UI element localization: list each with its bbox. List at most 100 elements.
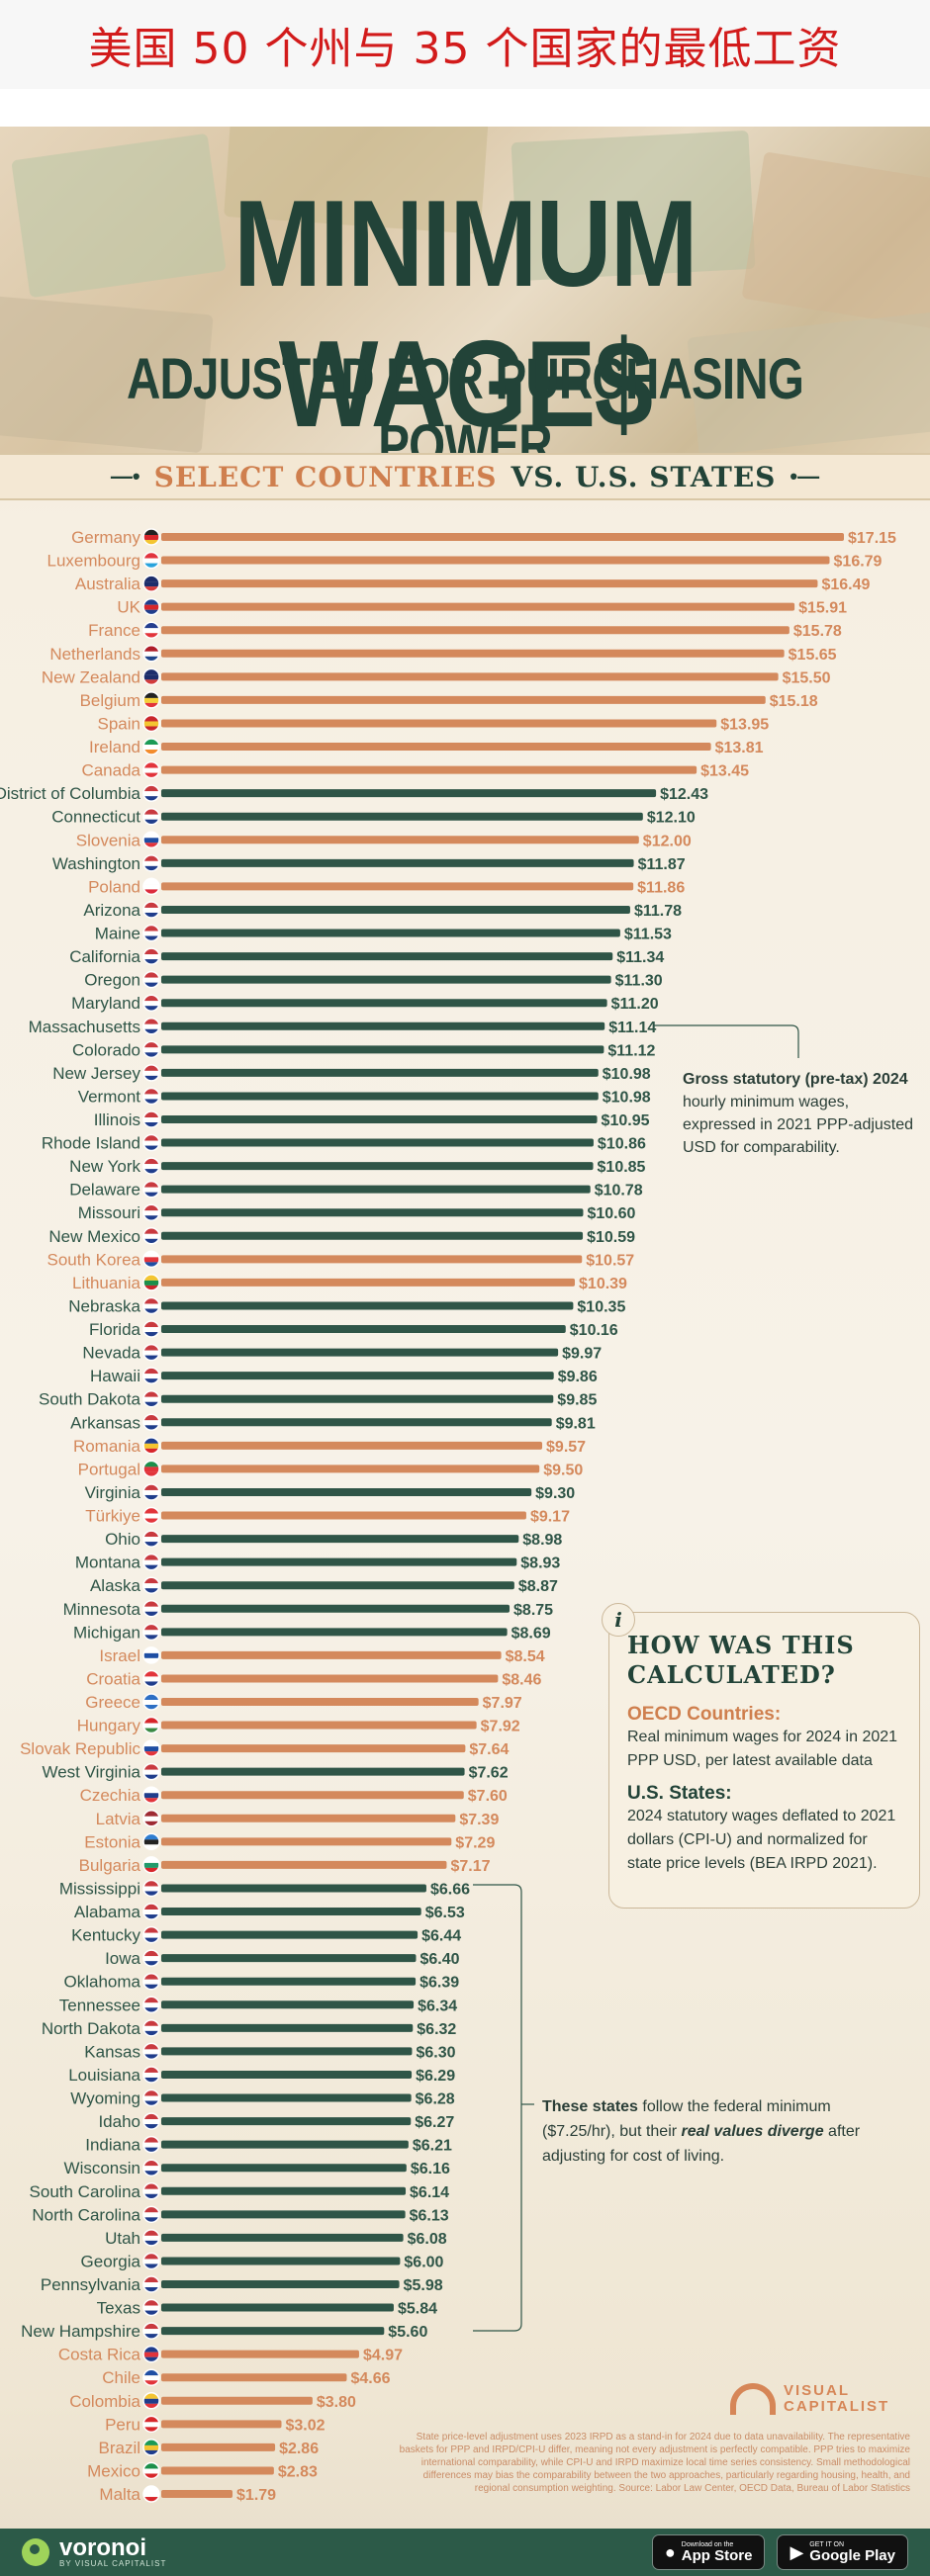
section-title-countries: SELECT COUNTRIES <box>153 460 498 493</box>
flag-icon-canada <box>142 760 160 779</box>
flag-icon-slovak-republic <box>142 1739 160 1757</box>
bar-district-of-columbia <box>161 789 657 798</box>
category-label-virginia: Virginia <box>85 1483 141 1502</box>
category-label-costa-rica: Costa Rica <box>58 2346 141 2364</box>
category-label-arkansas: Arkansas <box>70 1413 140 1432</box>
bar-row-alabama: Alabama $6.53 <box>74 1903 465 1921</box>
bar-illinois <box>161 1115 598 1123</box>
methodology-box: i HOW WAS THIS CALCULATED? OECD Countrie… <box>602 1603 920 1909</box>
category-label-t-rkiye: Türkiye <box>85 1507 140 1526</box>
bar-nebraska <box>161 1301 574 1310</box>
category-label-maryland: Maryland <box>71 994 140 1013</box>
bar-row-malta: Malta $1.79 <box>99 2485 276 2504</box>
category-label-north-dakota: North Dakota <box>42 2019 141 2038</box>
bar-row-lithuania: Lithuania $10.39 <box>72 1274 627 1292</box>
flag-icon-oklahoma <box>142 1972 160 1991</box>
flag-icon-costa-rica <box>142 2345 160 2363</box>
flag-icon-slovenia <box>142 831 160 849</box>
value-label-north-carolina: $6.13 <box>410 2207 449 2224</box>
bar-row-arizona: Arizona $11.78 <box>83 901 682 920</box>
category-label-new-mexico: New Mexico <box>48 1227 140 1246</box>
bar-row-north-carolina: North Carolina $6.13 <box>32 2205 448 2224</box>
flag-icon-florida <box>142 1320 160 1338</box>
voronoi-byline: BY VISUAL CAPITALIST <box>59 2558 167 2568</box>
bar-row-spain: Spain $13.95 <box>98 714 770 733</box>
category-label-south-dakota: South Dakota <box>39 1390 141 1409</box>
category-label-tennessee: Tennessee <box>59 1996 140 2014</box>
category-label-peru: Peru <box>105 2415 140 2434</box>
google-play-small-label: GET IT ON <box>809 2540 845 2548</box>
annotation-federal-bold: These states <box>542 2098 638 2115</box>
bar-peru <box>161 2420 282 2429</box>
bar-south-dakota <box>161 1394 554 1403</box>
value-label-t-rkiye: $9.17 <box>530 1509 570 1526</box>
bar-mexico <box>161 2466 274 2475</box>
bar-new-york <box>161 1162 594 1171</box>
bar-row-north-dakota: North Dakota $6.32 <box>42 2019 457 2038</box>
bar-row-south-carolina: South Carolina $6.14 <box>30 2182 450 2201</box>
category-label-north-carolina: North Carolina <box>32 2205 140 2224</box>
bar-row-wyoming: Wyoming $6.28 <box>70 2089 455 2108</box>
bar-belgium <box>161 695 766 704</box>
bar-t-rkiye <box>161 1511 526 1520</box>
value-label-tennessee: $6.34 <box>418 1998 457 2014</box>
app-store-label: App Store <box>681 2546 753 2564</box>
bar-row-rhode-island: Rhode Island $10.86 <box>42 1134 646 1153</box>
dash-right-decoration: •— <box>790 464 820 489</box>
bar-maine <box>161 929 620 937</box>
methodology-title: HOW WAS THIS CALCULATED? <box>627 1631 855 1689</box>
category-label-slovak-republic: Slovak Republic <box>20 1739 140 1758</box>
bar-arizona <box>161 905 630 914</box>
category-label-kentucky: Kentucky <box>71 1926 140 1945</box>
value-label-nevada: $9.97 <box>562 1346 602 1363</box>
category-label-croatia: Croatia <box>86 1669 140 1688</box>
category-label-netherlands: Netherlands <box>49 645 140 664</box>
value-label-netherlands: $15.65 <box>789 647 837 664</box>
value-label-czechia: $7.60 <box>468 1788 508 1805</box>
header-bar: 美国 50 个州与 35 个国家的最低工资 <box>0 0 930 89</box>
bar-row-vermont: Vermont $10.98 <box>78 1087 651 1106</box>
bar-kansas <box>161 2047 413 2056</box>
category-label-utah: Utah <box>105 2229 140 2248</box>
category-label-rhode-island: Rhode Island <box>42 1134 140 1153</box>
bar-row-florida: Florida $10.16 <box>89 1320 618 1339</box>
value-label-colorado: $11.12 <box>607 1042 655 1059</box>
bar-row-latvia: Latvia $7.39 <box>96 1810 500 1828</box>
flag-icon-west-virginia <box>142 1762 160 1781</box>
value-label-delaware: $10.78 <box>595 1183 643 1199</box>
play-icon: ▶ <box>790 2541 804 2562</box>
category-label-hawaii: Hawaii <box>90 1367 140 1385</box>
value-label-poland: $11.86 <box>637 879 685 896</box>
value-label-michigan: $8.69 <box>512 1625 551 1642</box>
voronoi-logo[interactable]: voronoi BY VISUAL CAPITALIST <box>22 2535 167 2568</box>
bar-row-netherlands: Netherlands $15.65 <box>49 645 836 664</box>
visual-capitalist-logo: VISUAL CAPITALIST <box>730 2383 889 2415</box>
value-label-chile: $4.66 <box>350 2370 390 2387</box>
bar-north-dakota <box>161 2023 414 2032</box>
category-label-missouri: Missouri <box>78 1203 140 1222</box>
bar-row-south-korea: South Korea $10.57 <box>46 1250 634 1269</box>
flag-icon-colombia <box>142 2392 160 2410</box>
bar-row-ireland: Ireland $13.81 <box>89 738 764 756</box>
app-store-button[interactable]: ● Download on the App Store <box>651 2534 766 2570</box>
flag-icon-latvia <box>142 1810 160 1827</box>
flag-icon-maryland <box>142 994 160 1012</box>
flag-icon-germany <box>142 528 160 546</box>
google-play-button[interactable]: ▶ GET IT ON Google Play <box>777 2534 908 2570</box>
category-label-romania: Romania <box>73 1437 141 1456</box>
bar-row-hawaii: Hawaii $9.86 <box>90 1367 598 1385</box>
annotation-federal-emphasis: real values diverge <box>681 2123 824 2140</box>
flag-icon-washington <box>142 854 160 872</box>
value-label-illinois: $10.95 <box>602 1112 650 1129</box>
bar-row-new-jersey: New Jersey $10.98 <box>52 1064 651 1083</box>
category-label-slovenia: Slovenia <box>76 831 141 849</box>
bar-row-mexico: Mexico $2.83 <box>87 2461 318 2480</box>
bar-new-mexico <box>161 1231 584 1240</box>
flag-icon-kentucky <box>142 1925 160 1944</box>
value-label-pennsylvania: $5.98 <box>404 2277 443 2294</box>
value-label-slovak-republic: $7.64 <box>469 1741 509 1758</box>
bar-row-virginia: Virginia $9.30 <box>85 1483 576 1502</box>
flag-icon-north-dakota <box>142 2019 160 2037</box>
value-label-florida: $10.16 <box>570 1322 618 1339</box>
